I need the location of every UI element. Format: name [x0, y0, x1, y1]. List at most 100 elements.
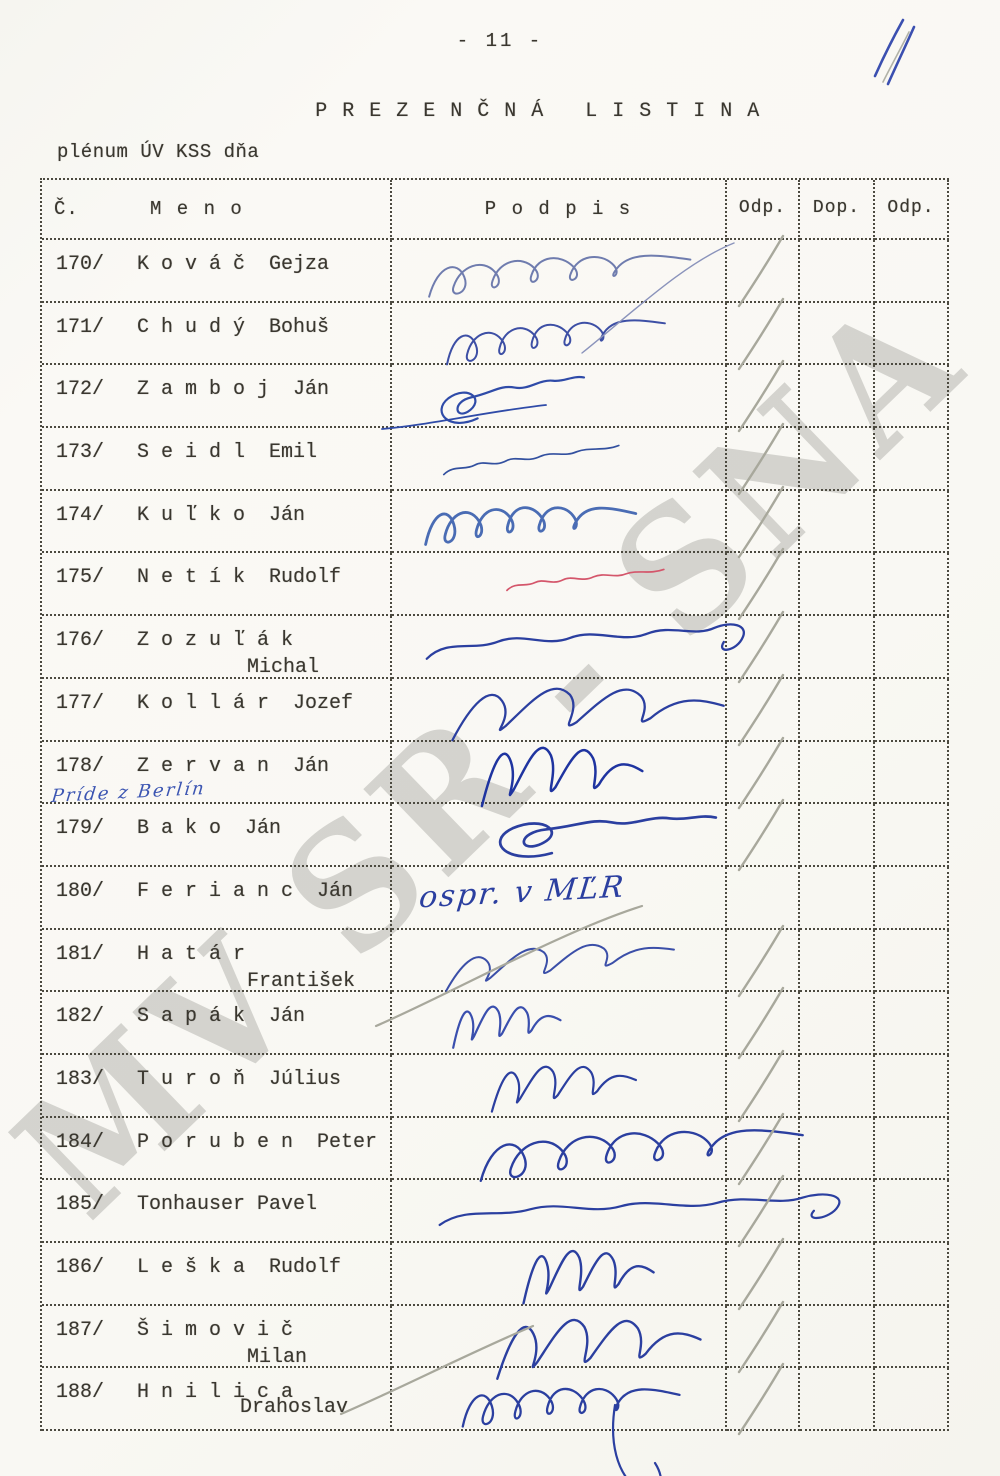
row-name: Z a m b o j Ján — [137, 378, 330, 402]
document-title: P R E Z E N Č N Á L I S T I N A — [315, 100, 761, 123]
row-name: S a p á k Ján — [137, 1005, 306, 1029]
signature-cell — [392, 1117, 727, 1181]
odp2-cell — [875, 992, 949, 1055]
attendance-slash-mark — [729, 1112, 791, 1186]
attendance-slash-mark — [729, 234, 791, 308]
attendance-slash-mark — [729, 1049, 791, 1123]
row-number: 185/ — [56, 1193, 105, 1217]
row-name: N e t í k Rudolf — [137, 566, 342, 590]
signature-scribble — [445, 990, 567, 1054]
signature-cell — [392, 1180, 727, 1243]
row-name: L e š k a Rudolf — [137, 1256, 342, 1279]
name-cell: 175/ N e t í k Rudolf — [42, 553, 392, 617]
odp-cell — [727, 303, 800, 366]
table-row: 182/ S a p á k Ján — [42, 992, 949, 1055]
attendance-slash-mark — [729, 359, 791, 433]
row-number: 171/ — [56, 315, 105, 339]
name-cell: 184/ P o r u b e n Peter — [42, 1117, 392, 1181]
dop-cell — [800, 553, 875, 617]
dop-cell — [800, 365, 875, 429]
row-number: 176/ — [56, 629, 105, 653]
row-name: K u ľ k o Ján — [137, 503, 306, 527]
row-number: 180/ — [56, 879, 105, 903]
signature-scribble — [478, 798, 726, 870]
signature-flourish-stroke — [607, 1403, 677, 1476]
odp2-cell — [875, 741, 949, 805]
name-cell: 170/ K o v á č Gejza — [42, 240, 392, 303]
row-number: 178/ — [56, 754, 105, 778]
header-name: M e n o — [150, 198, 244, 220]
signature-cell — [392, 1054, 727, 1118]
name-cell: 186/ L e š k a Rudolf — [42, 1243, 392, 1306]
signature-cell — [392, 992, 727, 1055]
dop-cell — [800, 1243, 875, 1306]
dop-cell — [800, 1368, 875, 1432]
table-row: 175/ N e t í k Rudolf — [42, 553, 949, 616]
row-number: 174/ — [56, 503, 105, 527]
signature-cell — [392, 1243, 727, 1306]
odp2-cell — [875, 866, 949, 930]
header-cell-odp1: Odp. — [727, 180, 800, 240]
table-row: 184/ P o r u b e n Peter — [42, 1118, 949, 1181]
attendance-slash-mark — [729, 547, 791, 621]
dop-cell — [800, 929, 875, 993]
page-number: - 11 - — [456, 30, 544, 52]
dop-cell — [800, 1117, 875, 1181]
table-row: 173/ S e i d l Emil — [42, 428, 949, 491]
signature-cell — [392, 553, 727, 617]
row-number: 181/ — [56, 942, 105, 966]
dop-cell — [800, 1180, 875, 1243]
header-cell-number-name: Č. M e n o — [42, 180, 392, 240]
row-number: 170/ — [56, 253, 105, 276]
signature-scribble — [482, 1047, 644, 1118]
signature-cell — [392, 428, 727, 491]
attendance-slash-mark — [729, 986, 791, 1060]
odp2-cell — [875, 365, 949, 429]
odp-cell — [727, 1243, 800, 1306]
row-name: T u r o ň Július — [137, 1067, 342, 1091]
odp-cell — [727, 1118, 800, 1181]
odp-cell — [727, 491, 800, 554]
row-name-line2: František — [247, 969, 356, 993]
dop-cell — [800, 1054, 875, 1118]
dop-cell — [800, 490, 875, 554]
odp-cell — [727, 240, 800, 303]
name-cell: 182/ S a p á k Ján — [42, 992, 392, 1055]
odp-cell — [727, 1368, 800, 1431]
attendance-slash-mark — [729, 924, 791, 998]
table-row: 186/ L e š k a Rudolf — [42, 1243, 949, 1306]
row-number: 188/ — [56, 1381, 105, 1405]
row-name: K o v á č Gejza — [137, 253, 330, 276]
row-name: K o l l á r Jozef — [137, 691, 354, 715]
odp2-cell — [875, 1117, 949, 1181]
row-number: 184/ — [56, 1130, 105, 1154]
name-cell: 173/ S e i d l Emil — [42, 428, 392, 491]
odp-cell — [727, 553, 800, 616]
odp-cell — [727, 365, 800, 428]
row-name: Z e r v a n Ján — [137, 754, 330, 778]
row-name: H n i l i c a — [137, 1381, 294, 1405]
name-cell: 178/ Z e r v a n Ján Príde z Berlín — [42, 741, 392, 806]
odp2-cell — [875, 1054, 949, 1118]
row-name-line2: Milan — [247, 1345, 308, 1369]
name-cell: 176/ Z o z u ľ á k Michal — [42, 616, 392, 679]
table-row: 170/ K o v á č Gejza — [42, 240, 949, 303]
odp2-cell — [875, 616, 949, 679]
signature-scribble — [421, 234, 704, 305]
name-cell: 187/ Š i m o v i č Milan — [42, 1305, 392, 1369]
row-number: 186/ — [56, 1256, 105, 1279]
row-number: 173/ — [56, 441, 105, 465]
name-cell: 171/ C h u d ý Bohuš — [42, 302, 392, 366]
table-row: 176/ Z o z u ľ á k Michal — [42, 616, 949, 679]
odp2-cell — [875, 240, 949, 303]
signature-cell — [392, 1305, 727, 1369]
odp-cell — [727, 1055, 800, 1118]
attendance-slash-mark — [729, 673, 791, 747]
signature-cell — [392, 490, 727, 554]
name-cell: 177/ K o l l á r Jozef — [42, 678, 392, 742]
signature-cell — [392, 616, 727, 679]
header-signature: P o d p i s — [484, 198, 633, 220]
name-cell: 181/ H a t á r František — [42, 929, 392, 993]
signature-cell — [392, 240, 727, 303]
